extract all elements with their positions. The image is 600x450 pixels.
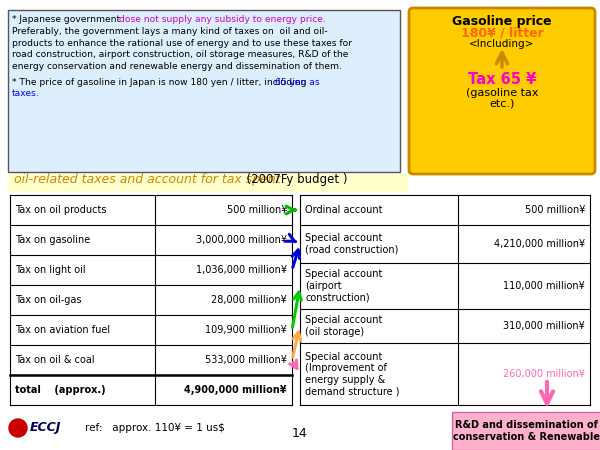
Text: total    (approx.): total (approx.) — [15, 385, 106, 395]
Text: 109,900 million¥: 109,900 million¥ — [205, 325, 287, 335]
Text: <Including>: <Including> — [469, 39, 535, 49]
Text: taxes.: taxes. — [12, 90, 40, 99]
Text: Special account
(oil storage): Special account (oil storage) — [305, 315, 382, 337]
FancyBboxPatch shape — [409, 8, 595, 174]
Text: Special account
(Improvement of
energy supply &
demand structure ): Special account (Improvement of energy s… — [305, 351, 400, 396]
Text: 4,210,000 million¥: 4,210,000 million¥ — [494, 239, 585, 249]
Text: products to enhance the rational use of energy and to use these taxes for: products to enhance the rational use of … — [12, 39, 352, 48]
Text: * Japanese government: * Japanese government — [12, 15, 123, 24]
Text: 310,000 million¥: 310,000 million¥ — [503, 321, 585, 331]
Text: ref:   approx. 110¥ = 1 us$: ref: approx. 110¥ = 1 us$ — [85, 423, 225, 433]
Text: oil-related taxes and account for tax spent: oil-related taxes and account for tax sp… — [14, 174, 281, 186]
Text: Special account
(airport
construction): Special account (airport construction) — [305, 270, 382, 302]
Text: 110,000 million¥: 110,000 million¥ — [503, 281, 585, 291]
Text: 180¥ / litter: 180¥ / litter — [461, 27, 544, 40]
FancyBboxPatch shape — [8, 174, 408, 192]
Text: 500 million¥: 500 million¥ — [227, 205, 287, 215]
Text: 14: 14 — [292, 427, 308, 440]
Text: Tax on light oil: Tax on light oil — [15, 265, 86, 275]
Text: Tax on gasoline: Tax on gasoline — [15, 235, 90, 245]
Text: 260,000 million¥: 260,000 million¥ — [503, 369, 585, 379]
Text: Preferably, the government lays a many kind of taxes on  oil and oil-: Preferably, the government lays a many k… — [12, 27, 328, 36]
Text: etc.): etc.) — [490, 99, 515, 109]
Text: ECCJ: ECCJ — [30, 422, 61, 435]
Text: (2007Fy budget ): (2007Fy budget ) — [239, 174, 347, 186]
Text: 1,036,000 million¥: 1,036,000 million¥ — [196, 265, 287, 275]
Text: (gasoline tax: (gasoline tax — [466, 88, 538, 98]
Text: Tax on aviation fuel: Tax on aviation fuel — [15, 325, 110, 335]
Circle shape — [9, 419, 27, 437]
Text: R&D and dissemination of energy
conservation & Renewable energy: R&D and dissemination of energy conserva… — [452, 420, 600, 442]
Text: 500 million¥: 500 million¥ — [524, 205, 585, 215]
Text: road construction, airport construction, oil storage measures, R&D of the: road construction, airport construction,… — [12, 50, 349, 59]
Text: Tax on oil products: Tax on oil products — [15, 205, 107, 215]
FancyBboxPatch shape — [8, 10, 400, 172]
Text: Tax on oil & coal: Tax on oil & coal — [15, 355, 95, 365]
Text: Ordinal account: Ordinal account — [305, 205, 383, 215]
FancyBboxPatch shape — [452, 412, 600, 450]
Text: 28,000 million¥: 28,000 million¥ — [211, 295, 287, 305]
Text: 65 yen as: 65 yen as — [275, 77, 320, 86]
Text: 533,000 million¥: 533,000 million¥ — [205, 355, 287, 365]
Text: Tax on oil-gas: Tax on oil-gas — [15, 295, 82, 305]
Text: dose not supply any subsidy to energy price.: dose not supply any subsidy to energy pr… — [119, 15, 326, 24]
Text: * The price of gasoline in Japan is now 180 yen / litter, including: * The price of gasoline in Japan is now … — [12, 77, 310, 86]
Text: Special account
(road construction): Special account (road construction) — [305, 233, 398, 255]
Text: ●: ● — [15, 425, 21, 431]
Text: 4,900,000 million¥: 4,900,000 million¥ — [184, 385, 287, 395]
Text: energy conservation and renewable energy and dissemination of them.: energy conservation and renewable energy… — [12, 62, 342, 71]
Text: Gasoline price: Gasoline price — [452, 15, 552, 28]
Text: Tax 65 ¥: Tax 65 ¥ — [468, 72, 536, 87]
Text: 3,000,000 million¥: 3,000,000 million¥ — [196, 235, 287, 245]
